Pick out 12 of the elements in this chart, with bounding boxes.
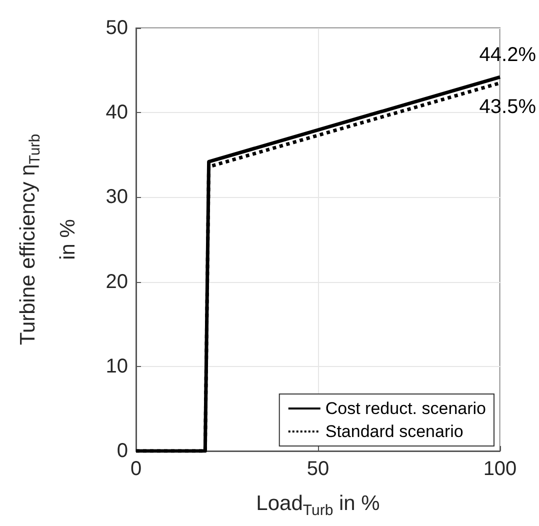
legend-label: Cost reduct. scenario bbox=[325, 399, 486, 418]
x-tick-label: 0 bbox=[130, 458, 142, 480]
x-tick-label: 50 bbox=[306, 458, 330, 480]
y-tick-label: 10 bbox=[106, 355, 128, 378]
x-tick-label: 100 bbox=[483, 458, 517, 480]
legend-label: Standard scenario bbox=[325, 422, 464, 441]
y-tick-label: 30 bbox=[106, 186, 128, 208]
text: Turbine efficiency ηTurb in % bbox=[16, 134, 80, 346]
y-tick-label: 50 bbox=[106, 17, 128, 39]
y-tick-label: 40 bbox=[106, 102, 128, 124]
y-tick-label: 0 bbox=[116, 440, 128, 462]
y-tick-label: 20 bbox=[106, 270, 128, 293]
